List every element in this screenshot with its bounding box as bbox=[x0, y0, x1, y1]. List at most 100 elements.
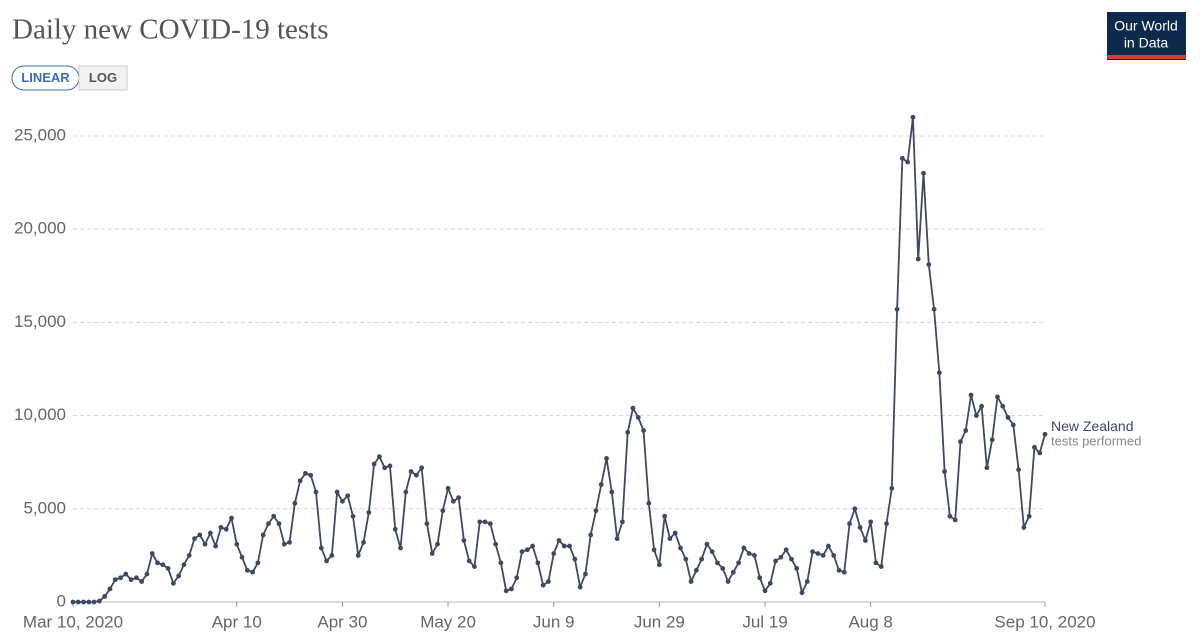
data-point bbox=[266, 521, 271, 527]
data-point bbox=[973, 413, 979, 418]
data-point bbox=[440, 508, 446, 514]
data-point bbox=[625, 429, 631, 435]
data-point bbox=[482, 519, 488, 525]
data-point bbox=[207, 530, 213, 536]
data-point bbox=[229, 515, 234, 521]
scale-button-label[interactable]: LOG bbox=[89, 70, 117, 85]
data-point bbox=[672, 530, 678, 536]
data-point bbox=[614, 536, 620, 542]
y-tick-label: 5,000 bbox=[23, 498, 66, 517]
data-point bbox=[223, 526, 229, 532]
data-point bbox=[958, 439, 963, 445]
data-point bbox=[287, 539, 292, 545]
data-point bbox=[852, 506, 858, 512]
data-point bbox=[836, 567, 842, 573]
data-point bbox=[799, 590, 805, 596]
data-point bbox=[112, 577, 118, 583]
data-point bbox=[1005, 415, 1011, 420]
data-point bbox=[128, 577, 134, 583]
data-point bbox=[868, 519, 874, 525]
data-point bbox=[598, 482, 604, 487]
data-point bbox=[218, 525, 224, 530]
data-point bbox=[413, 472, 419, 478]
data-point bbox=[255, 560, 261, 566]
data-point bbox=[810, 549, 815, 555]
data-point bbox=[340, 498, 345, 504]
data-point bbox=[398, 545, 403, 551]
data-point bbox=[435, 541, 440, 547]
logo-text: in Data bbox=[1124, 35, 1169, 51]
plot: 0 5,000 10,000 15,000 20,000 25,000 Mar 10, 20… bbox=[14, 114, 1141, 631]
data-point bbox=[572, 556, 578, 562]
data-point bbox=[197, 532, 203, 538]
data-point bbox=[936, 370, 942, 376]
data-point bbox=[97, 598, 102, 604]
logo-text: Our World bbox=[1114, 18, 1178, 34]
data-point bbox=[995, 394, 1000, 400]
x-tick-label: Jun 9 bbox=[533, 612, 575, 631]
data-point bbox=[477, 519, 483, 525]
data-point bbox=[1042, 431, 1048, 437]
x-tick-label: Apr 10 bbox=[212, 612, 262, 631]
chart-title: Daily new COVID-19 tests bbox=[12, 14, 329, 46]
data-point bbox=[186, 552, 192, 558]
data-point bbox=[630, 405, 636, 411]
data-point bbox=[947, 513, 953, 519]
data-point bbox=[736, 560, 742, 566]
data-point bbox=[979, 403, 985, 409]
data-point bbox=[165, 566, 171, 571]
data-point bbox=[408, 469, 414, 474]
data-point bbox=[1000, 403, 1006, 409]
data-point bbox=[350, 513, 356, 519]
data-point bbox=[683, 556, 689, 562]
data-point bbox=[392, 526, 398, 532]
data-point bbox=[609, 489, 615, 495]
data-point bbox=[107, 586, 113, 592]
data-point bbox=[276, 521, 282, 527]
data-point bbox=[91, 599, 97, 605]
data-point bbox=[804, 579, 810, 584]
data-point bbox=[281, 541, 287, 547]
data-point bbox=[709, 549, 715, 555]
scale-button-label[interactable]: LINEAR bbox=[21, 70, 70, 85]
data-point bbox=[382, 465, 388, 471]
data-point bbox=[466, 558, 472, 564]
data-point bbox=[789, 556, 794, 562]
data-point bbox=[688, 579, 694, 584]
x-tick-label: Aug 8 bbox=[848, 612, 892, 631]
data-point bbox=[234, 541, 240, 547]
data-point bbox=[250, 569, 256, 575]
data-point bbox=[519, 549, 525, 555]
data-point bbox=[456, 495, 462, 501]
data-point bbox=[503, 588, 509, 594]
data-point bbox=[646, 500, 652, 506]
data-point bbox=[81, 599, 86, 605]
y-tick-label: 15,000 bbox=[14, 312, 66, 331]
data-point bbox=[926, 262, 932, 267]
data-point bbox=[767, 580, 773, 586]
series-line bbox=[73, 117, 1046, 603]
data-point bbox=[403, 489, 409, 495]
data-point bbox=[667, 536, 673, 542]
data-point bbox=[730, 569, 736, 575]
data-point bbox=[144, 571, 150, 577]
data-point bbox=[361, 539, 366, 545]
data-point bbox=[561, 543, 567, 549]
data-point bbox=[619, 519, 625, 525]
data-point bbox=[308, 472, 314, 478]
data-point bbox=[450, 498, 456, 504]
data-point bbox=[498, 560, 504, 566]
data-point bbox=[593, 508, 599, 514]
data-point bbox=[318, 545, 324, 551]
data-point bbox=[556, 538, 562, 543]
logo-box bbox=[1107, 12, 1186, 60]
data-point bbox=[535, 560, 541, 566]
scale-button[interactable] bbox=[78, 65, 128, 91]
data-point bbox=[133, 575, 139, 581]
data-point bbox=[741, 545, 747, 551]
data-point bbox=[551, 551, 557, 556]
data-point bbox=[75, 599, 81, 605]
data-point bbox=[419, 465, 425, 471]
x-tick-label: Jul 19 bbox=[742, 612, 787, 631]
data-point bbox=[239, 554, 245, 560]
